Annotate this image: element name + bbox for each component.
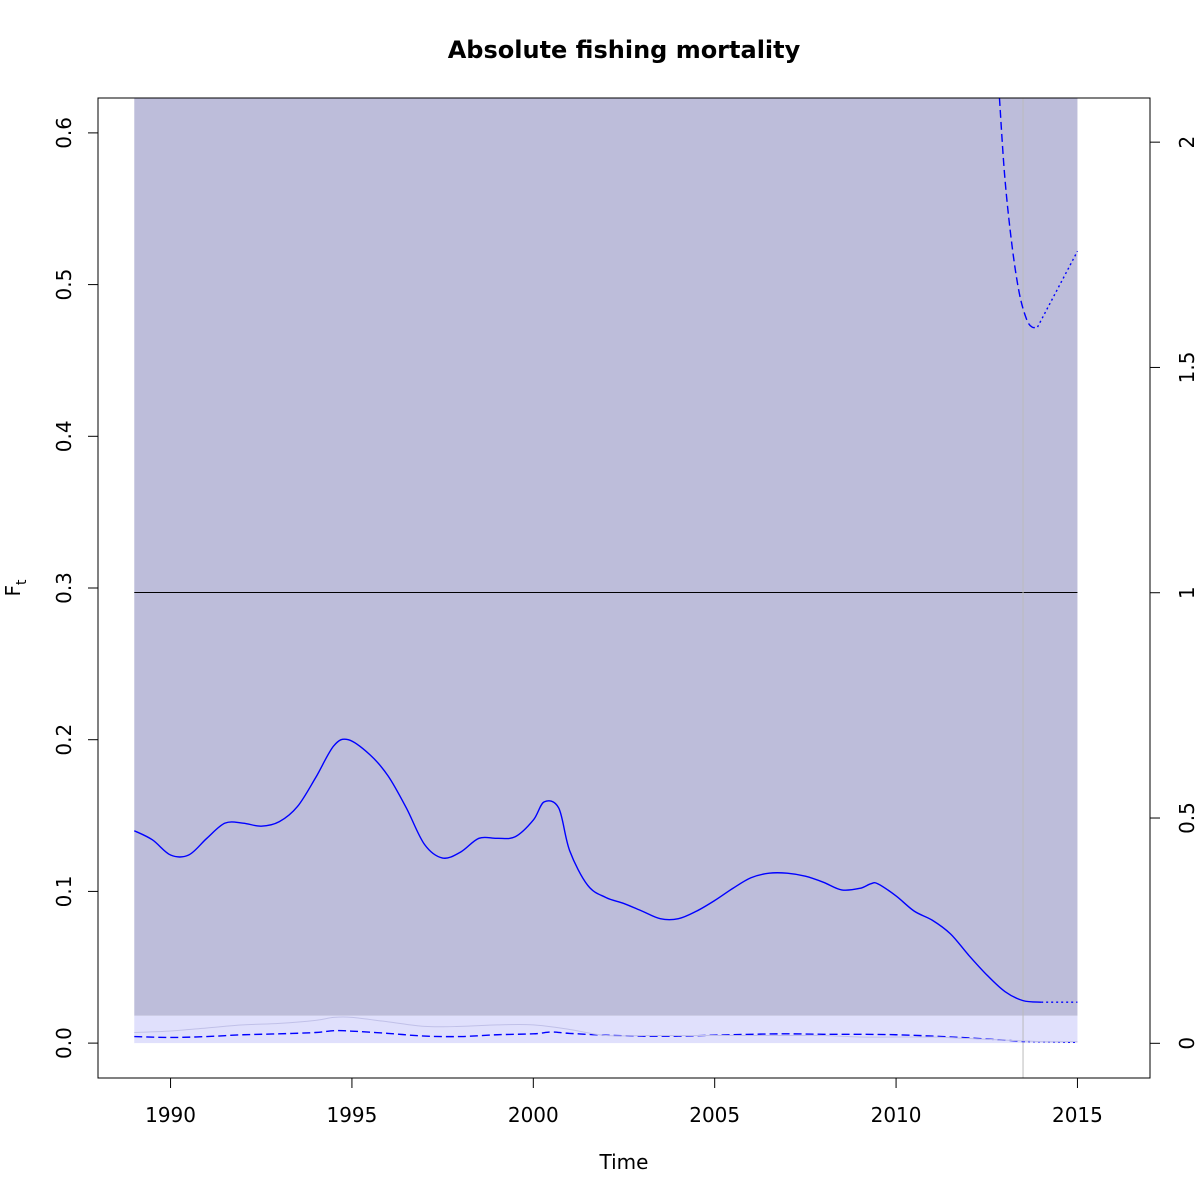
- y-tick-label: 0.1: [52, 876, 76, 908]
- x-tick-label: 2000: [508, 1103, 559, 1127]
- y2-tick-label: 0.5: [1175, 802, 1199, 834]
- series-f-fmsy-line: [134, 1029, 1024, 1043]
- x-tick-label: 2005: [689, 1103, 740, 1127]
- confidence-band-lower: [134, 1015, 1078, 1044]
- x-tick-label: 1990: [145, 1103, 196, 1127]
- series-fmsy-forecast-line: [1036, 250, 1079, 328]
- y-tick-label: 0.6: [52, 117, 76, 149]
- x-axis-label: Time: [599, 1150, 649, 1174]
- y-axis-label-subscript: t: [14, 579, 30, 585]
- svg-text:Ft: Ft: [1, 579, 30, 597]
- x-tick-label: 1995: [326, 1103, 377, 1127]
- y-tick-label: 0.5: [52, 269, 76, 301]
- y-tick-label: 0.4: [52, 420, 76, 452]
- chart-title: Absolute fishing mortality: [448, 36, 801, 64]
- axes: 1990 1995 2000 2005 2010 2015 0.0 0.1 0.2 0.3 0.4 0…: [52, 117, 1199, 1127]
- y-tick-label: 0.2: [52, 724, 76, 756]
- x-tick-label: 2010: [871, 1103, 922, 1127]
- y-axis-label-main: F: [1, 585, 25, 597]
- y-axis-label: Ft: [1, 579, 30, 597]
- series-fmsy-line: [998, 97, 1038, 329]
- plot-area: [133, 97, 1079, 1078]
- y-tick-label: 0.3: [52, 572, 76, 604]
- series-f-estimate-line: [133, 738, 1042, 1003]
- confidence-band-upper: [134, 98, 1078, 1016]
- y2-tick-label: 1: [1175, 586, 1199, 599]
- y2-tick-label: 2: [1175, 136, 1199, 149]
- x-tick-label: 2015: [1052, 1103, 1103, 1127]
- y2-tick-label: 1.5: [1175, 352, 1199, 384]
- y-tick-label: 0.0: [52, 1027, 76, 1059]
- y2-tick-label: 0: [1175, 1037, 1199, 1050]
- series-lower-ci-line: [134, 1016, 1078, 1043]
- series-f-fmsy-forecast-line: [1023, 1040, 1078, 1044]
